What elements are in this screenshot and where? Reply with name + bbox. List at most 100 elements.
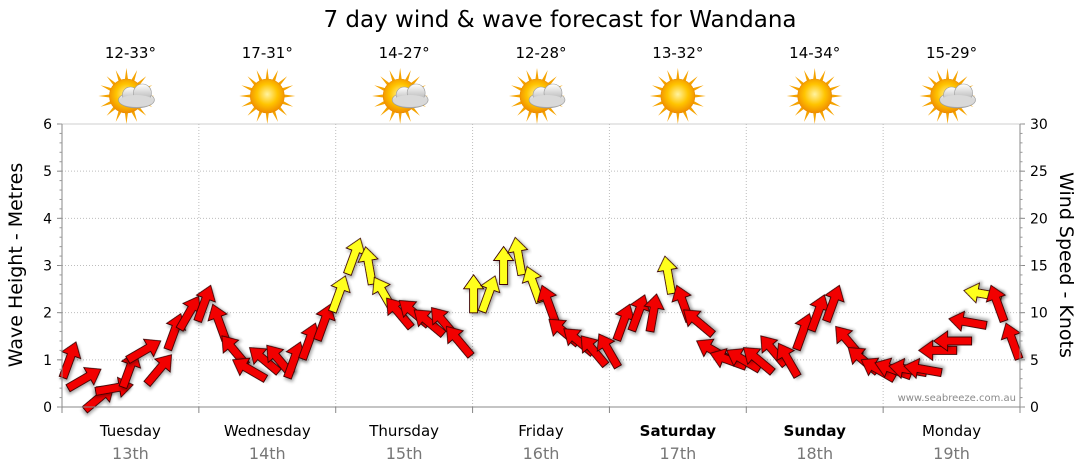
sun-ray: [380, 76, 390, 86]
left-tick-label: 2: [43, 306, 52, 322]
wind-arrow: [477, 275, 501, 314]
wind-arrow: [521, 265, 545, 305]
sun-ray: [282, 85, 294, 91]
sun-cloud-icon: [98, 68, 155, 124]
wind-arrow: [985, 284, 1009, 323]
sun-ray: [927, 106, 937, 116]
sun-ray: [927, 76, 937, 86]
wind-arrow: [248, 347, 282, 376]
sun-ray: [952, 70, 959, 81]
sun-ray: [649, 94, 661, 98]
sun-ray: [813, 68, 817, 80]
temp-range-label: 15-29°: [926, 44, 977, 62]
sun-ray: [115, 111, 122, 122]
sun-ray: [921, 85, 933, 91]
sun-ray: [788, 101, 800, 107]
sun-cloud-icon: [919, 68, 976, 124]
sun-ray: [919, 94, 931, 98]
sun-ray: [694, 94, 706, 98]
date-label: 15th: [386, 444, 423, 463]
sun-ray: [389, 70, 396, 81]
sun-icon: [649, 68, 706, 124]
wind-arrow: [125, 338, 162, 364]
sun-ray: [256, 111, 263, 122]
sun-ray: [272, 70, 279, 81]
sun-ray: [241, 101, 253, 107]
sun-ray: [658, 76, 667, 86]
sun-ray: [282, 101, 294, 107]
wind-arrow: [860, 357, 897, 383]
wind-arrow: [903, 357, 943, 380]
wind-arrow: [462, 274, 485, 314]
day-name-label: Monday: [922, 422, 981, 440]
left-tick-label: 4: [43, 211, 52, 227]
wind-arrow: [143, 354, 173, 388]
sun-ray: [829, 85, 841, 91]
sun-ray: [786, 94, 798, 98]
wind-arrow: [445, 325, 475, 359]
left-tick-label: 0: [43, 400, 52, 416]
sun-ray: [411, 106, 420, 116]
cloud-part: [119, 95, 154, 107]
right-tick-label: 20: [1030, 211, 1048, 227]
left-tick-label: 6: [43, 117, 52, 133]
sun-ray: [106, 106, 116, 116]
sun-ray: [542, 70, 548, 81]
sun-ray: [405, 111, 411, 122]
sun-ray: [106, 76, 116, 86]
sun-ray: [137, 106, 147, 116]
day-name-label: Sunday: [784, 422, 847, 440]
cloud-shape: [118, 83, 155, 109]
sun-ray: [688, 76, 698, 86]
left-tick-label: 1: [43, 353, 52, 369]
sun-ray: [819, 111, 826, 122]
wind-arrow: [948, 310, 988, 333]
sun-ray: [946, 68, 950, 80]
wind-arrow: [357, 246, 379, 286]
date-label: 18th: [796, 444, 833, 463]
sun-ray: [958, 106, 968, 116]
sun-ray: [658, 106, 667, 116]
sun-disc: [249, 78, 285, 114]
sun-ray: [526, 70, 532, 81]
wind-arrow: [776, 342, 802, 379]
cloud-shape: [391, 83, 429, 109]
sun-ray: [692, 85, 704, 91]
sun-ray: [100, 85, 112, 91]
sun-ray: [517, 76, 527, 86]
wind-arrow: [742, 347, 776, 376]
sun-ray: [651, 101, 663, 107]
sun-icon: [239, 68, 296, 124]
right-tick-label: 15: [1030, 259, 1048, 275]
wind-arrow: [760, 335, 789, 369]
right-tick-label: 25: [1030, 164, 1048, 180]
right-axis-label: Wind Speed - Knots: [1055, 172, 1077, 358]
sun-ray: [676, 112, 680, 124]
sun-ray: [829, 101, 841, 107]
sun-ray: [825, 106, 835, 116]
sun-ray: [247, 106, 257, 116]
sun-ray: [374, 101, 386, 107]
wind-arrow: [313, 303, 336, 342]
sun-ray: [794, 106, 804, 116]
sun-disc: [797, 78, 833, 114]
cloud-part: [393, 95, 428, 107]
sun-ray: [688, 106, 698, 116]
wind-arrow: [492, 245, 515, 285]
sun-ray: [547, 106, 557, 116]
right-tick-label: 5: [1030, 353, 1039, 369]
sun-ray: [547, 76, 557, 86]
wind-arrows: [58, 236, 1024, 414]
chart-title: 7 day wind & wave forecast for Wandana: [323, 7, 796, 33]
sun-ray: [526, 111, 532, 122]
sun-ray: [667, 111, 673, 122]
day-name-label: Tuesday: [99, 422, 161, 440]
sun-ray: [788, 85, 800, 91]
wind-arrow: [683, 309, 716, 339]
left-tick-label: 3: [43, 259, 52, 275]
wind-arrow: [58, 341, 82, 380]
sun-ray: [794, 76, 804, 86]
date-label: 14th: [249, 444, 286, 463]
sun-ray: [380, 106, 390, 116]
sun-ray: [819, 70, 826, 81]
